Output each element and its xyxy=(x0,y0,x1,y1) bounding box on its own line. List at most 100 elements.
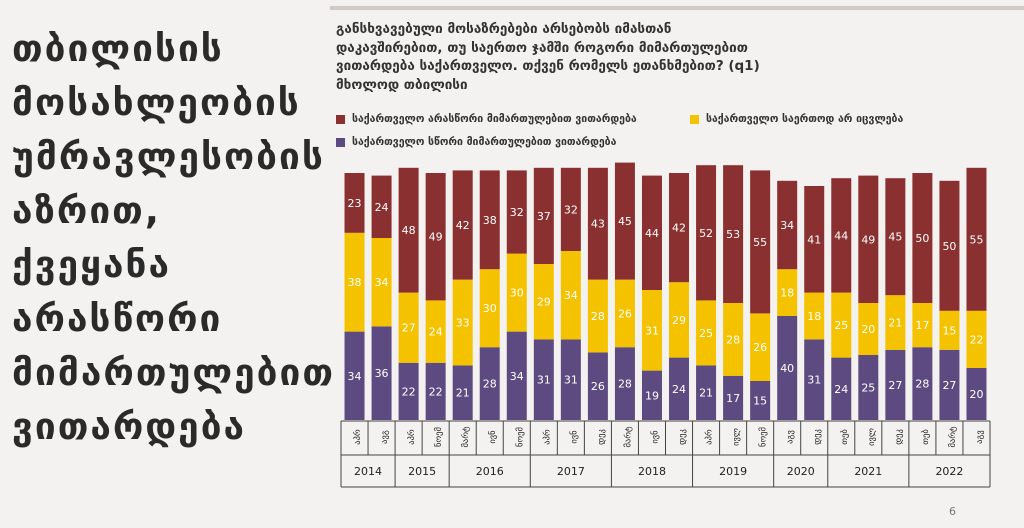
bar-segment-not_changing xyxy=(912,303,933,348)
bar-segment-wrong xyxy=(750,170,771,314)
x-tick-label: ივნ xyxy=(487,430,498,444)
data-label-wrong: 24 xyxy=(375,201,389,214)
bar-segment-right xyxy=(939,349,960,420)
bar-segment-wrong xyxy=(533,167,554,264)
legend-item-wrong: საქართველო არასწორი მიმართულებით ვითარდე… xyxy=(336,113,637,125)
bar-segment-wrong xyxy=(614,162,635,280)
bar-segment-right xyxy=(614,347,635,420)
x-tick-label: აპრ xyxy=(352,429,363,445)
bar-segment-wrong xyxy=(885,178,906,296)
data-label-wrong: 45 xyxy=(618,215,632,228)
data-label-not_changing: 30 xyxy=(483,302,497,315)
bar-segment-right xyxy=(506,331,527,420)
legend-label-not-changing: საქართველო საერთოდ არ იცვლება xyxy=(706,113,904,125)
bar-segment-right xyxy=(641,370,662,420)
bar-segment-wrong xyxy=(398,167,419,293)
bar-segment-wrong xyxy=(858,175,879,303)
question-line: დაკავშირებით, თუ საერთო ჯამში როგორი მიმ… xyxy=(336,39,748,56)
x-tick-label: ივნ xyxy=(649,430,660,444)
data-label-wrong: 42 xyxy=(672,222,686,235)
x-tick-label: ნოემ xyxy=(758,427,769,447)
data-label-not_changing: 25 xyxy=(699,327,713,340)
legend-item-right: საქართველო სწორი მიმართულებით ვითარდება xyxy=(336,136,616,148)
headline: თბილისის მოსახლეობის უმრავლესობის აზრით,… xyxy=(12,22,333,454)
x-tick-label: დეკ xyxy=(678,429,688,445)
year-label: 2015 xyxy=(408,465,436,478)
bar-segment-not_changing xyxy=(560,251,581,340)
bar-segment-wrong xyxy=(777,180,798,270)
data-label-not_changing: 31 xyxy=(645,324,659,337)
bar-segment-not_changing xyxy=(452,279,473,366)
bar-segment-not_changing xyxy=(804,292,825,340)
bar-segment-wrong xyxy=(371,175,392,238)
bar-segment-not_changing xyxy=(777,269,798,316)
legend-swatch-wrong xyxy=(336,114,345,124)
bar-segment-right xyxy=(344,331,365,420)
headline-line: ვითარდება xyxy=(12,405,247,448)
legend-swatch-right xyxy=(336,137,345,147)
bar-segment-right xyxy=(425,362,446,420)
data-label-right: 25 xyxy=(861,382,875,395)
bar-segment-wrong xyxy=(831,178,852,293)
x-tick-label: დეკ xyxy=(894,429,904,445)
x-tick-label: ნოემ xyxy=(514,427,525,447)
data-label-right: 34 xyxy=(348,370,362,383)
bar-segment-not_changing xyxy=(506,253,527,332)
bar-segment-wrong xyxy=(696,165,717,301)
data-label-right: 21 xyxy=(699,387,713,400)
data-label-wrong: 48 xyxy=(402,224,416,237)
bar-segment-not_changing xyxy=(885,295,906,350)
bar-segment-right xyxy=(858,355,879,420)
bar-segment-wrong xyxy=(560,167,581,251)
headline-line: აზრით, ქვეყანა xyxy=(12,189,171,286)
data-label-wrong: 44 xyxy=(834,229,848,242)
data-label-not_changing: 29 xyxy=(537,296,551,309)
data-label-wrong: 53 xyxy=(726,228,740,241)
data-label-wrong: 45 xyxy=(888,231,902,244)
question-subtitle: მხოლოდ თბილისი xyxy=(336,76,468,93)
headline-line: არასწორი xyxy=(12,297,223,340)
headline-line: უმრავლესობის xyxy=(12,135,325,178)
year-label: 2020 xyxy=(787,465,815,478)
data-label-right: 22 xyxy=(402,385,416,398)
data-label-right: 24 xyxy=(834,383,848,396)
data-label-wrong: 52 xyxy=(699,227,713,240)
year-label: 2022 xyxy=(935,465,963,478)
data-label-right: 36 xyxy=(375,367,389,380)
bar-segment-not_changing xyxy=(398,292,419,363)
data-label-right: 22 xyxy=(429,385,443,398)
bar-segment-wrong xyxy=(587,167,608,280)
bar-segment-not_changing xyxy=(479,269,500,348)
x-tick-label: დეკ xyxy=(813,429,823,445)
data-label-not_changing: 27 xyxy=(402,322,416,335)
data-label-not_changing: 28 xyxy=(726,333,740,346)
data-label-right: 40 xyxy=(780,362,794,375)
bar-segment-not_changing xyxy=(641,290,662,371)
data-label-wrong: 42 xyxy=(456,219,470,232)
x-tick-label: ნოემ xyxy=(433,427,444,447)
data-label-right: 28 xyxy=(618,378,632,391)
bar-segment-not_changing xyxy=(533,264,554,340)
year-label: 2021 xyxy=(854,465,882,478)
top-rule xyxy=(330,6,1024,10)
data-label-not_changing: 26 xyxy=(753,341,767,354)
data-label-wrong: 23 xyxy=(348,197,362,210)
data-label-wrong: 50 xyxy=(915,232,929,245)
data-label-not_changing: 18 xyxy=(780,287,794,300)
data-label-right: 31 xyxy=(537,374,551,387)
data-label-right: 19 xyxy=(645,389,659,402)
bar-segment-not_changing xyxy=(858,303,879,355)
bar-segment-wrong xyxy=(479,170,500,270)
data-label-right: 31 xyxy=(807,374,821,387)
survey-question: განსხვავებული მოსაზრებები არსებობს იმასთ… xyxy=(336,20,856,94)
bar-segment-not_changing xyxy=(723,303,744,376)
bar-segment-wrong xyxy=(723,165,744,303)
data-label-not_changing: 26 xyxy=(618,307,632,320)
data-label-right: 17 xyxy=(726,392,740,405)
data-label-wrong: 32 xyxy=(564,203,578,216)
data-label-not_changing: 29 xyxy=(672,314,686,327)
legend-label-wrong: საქართველო არასწორი მიმართულებით ვითარდე… xyxy=(352,113,637,125)
data-label-right: 34 xyxy=(510,370,524,383)
data-label-wrong: 49 xyxy=(429,231,443,244)
bar-segment-not_changing xyxy=(696,300,717,366)
